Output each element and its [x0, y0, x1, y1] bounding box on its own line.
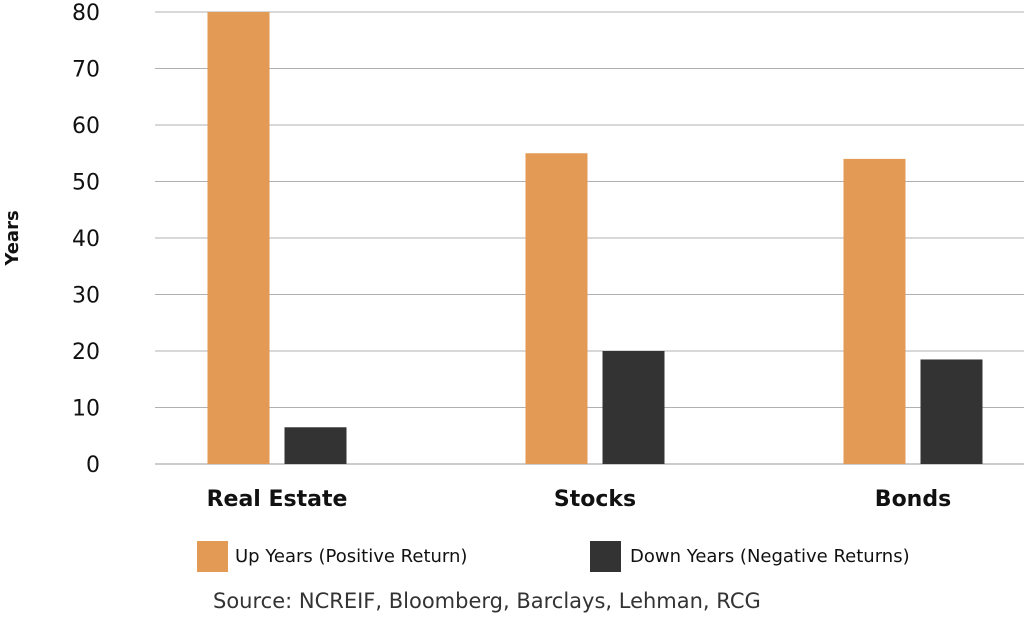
y-tick-label: 20: [72, 340, 100, 365]
legend-label: Down Years (Negative Returns): [630, 546, 910, 567]
y-tick-label: 30: [72, 284, 100, 309]
y-tick-label: 80: [72, 1, 100, 26]
x-category-label: Stocks: [554, 487, 636, 512]
y-tick-label: 50: [72, 171, 100, 196]
x-category-label: Bonds: [875, 487, 951, 512]
legend: Up Years (Positive Return) Down Years (Ne…: [197, 541, 910, 572]
x-axis-categories: Real Estate Stocks Bonds: [207, 487, 952, 512]
y-tick-label: 60: [72, 114, 100, 139]
up-years-bar-real-estate: [207, 12, 270, 464]
y-tick-label: 40: [72, 227, 100, 252]
legend-label: Up Years (Positive Return): [235, 546, 467, 567]
down-years-bar-real-estate: [284, 427, 347, 464]
legend-swatch: [197, 541, 228, 572]
y-axis-label: Years: [2, 210, 23, 266]
down-years-bar-stocks: [602, 351, 665, 464]
up-years-bar-stocks: [525, 153, 588, 464]
source-note: Source: NCREIF, Bloomberg, Barclays, Leh…: [213, 589, 761, 613]
bars: [207, 12, 983, 464]
x-category-label: Real Estate: [207, 487, 348, 512]
y-axis-ticks: 0 10 20 30 40 50 60 70 80: [72, 1, 100, 478]
legend-swatch: [590, 541, 621, 572]
gridlines: [155, 11, 1024, 465]
up-years-bar-bonds: [843, 158, 906, 464]
y-tick-label: 10: [72, 397, 100, 422]
y-tick-label: 0: [86, 453, 100, 478]
down-years-bar-bonds: [920, 359, 983, 464]
y-tick-label: 70: [72, 58, 100, 83]
